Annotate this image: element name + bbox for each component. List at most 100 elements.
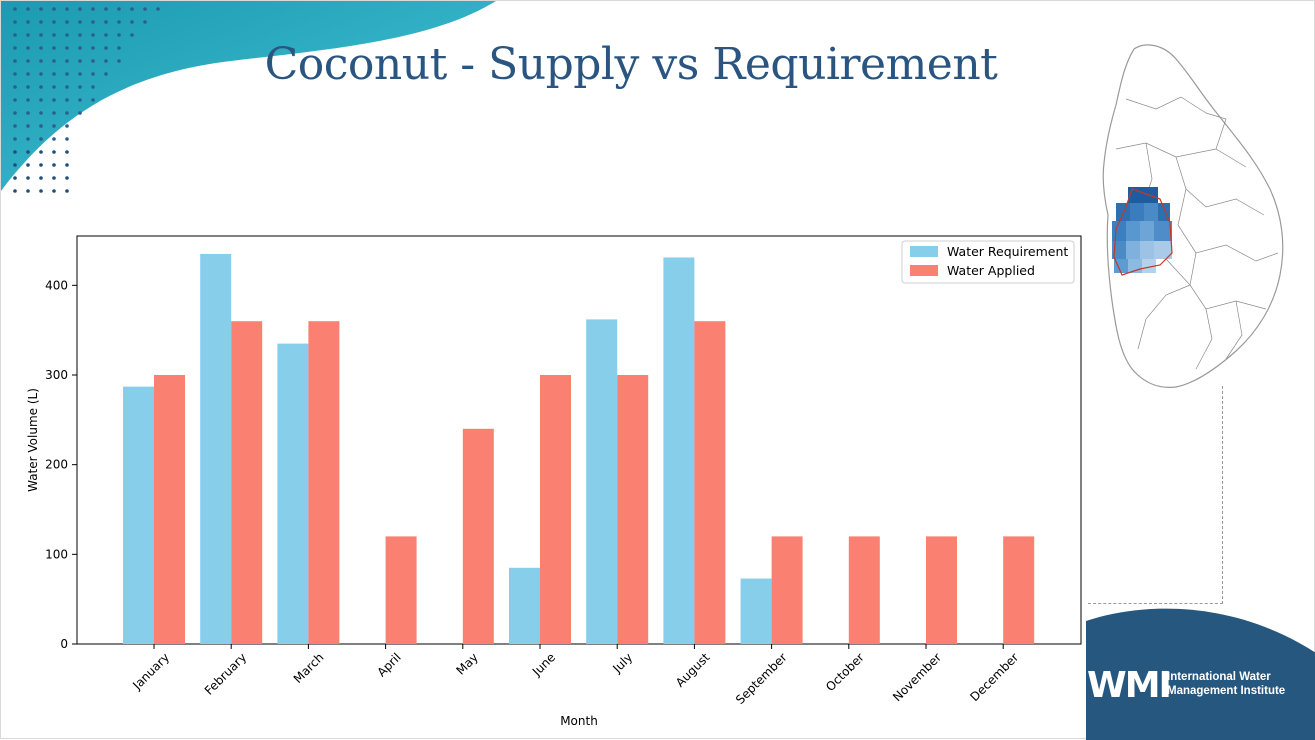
decor-dot <box>91 85 95 89</box>
legend-label-applied: Water Applied <box>947 263 1035 278</box>
decor-dot <box>52 176 56 180</box>
decor-dot <box>65 98 69 102</box>
legend-swatch-applied <box>910 265 938 276</box>
decor-dot <box>91 72 95 76</box>
bar-requirement-march <box>277 343 309 644</box>
y-tick-label: 200 <box>45 458 68 472</box>
decor-dot <box>26 176 30 180</box>
decor-dot <box>39 59 43 63</box>
x-tick-label: November <box>890 650 944 704</box>
decor-dot <box>78 20 82 24</box>
dot-pattern <box>13 7 160 193</box>
decor-dot <box>117 20 121 24</box>
decor-dot <box>91 33 95 37</box>
connector-lines <box>1088 386 1223 604</box>
decor-dot <box>52 150 56 154</box>
decor-dot <box>13 137 17 141</box>
legend-swatch-requirement <box>910 246 938 257</box>
decor-dot <box>104 33 108 37</box>
x-tick-label: October <box>823 650 867 694</box>
slide-title: Coconut - Supply vs Requirement <box>264 39 998 90</box>
decor-dot <box>52 33 56 37</box>
decor-dot <box>143 20 147 24</box>
decor-dot <box>26 7 30 11</box>
decor-dot <box>156 7 160 11</box>
decor-dot <box>78 72 82 76</box>
decor-dot <box>13 111 17 115</box>
decor-dot <box>26 137 30 141</box>
sri-lanka-map <box>1102 44 1284 388</box>
y-tick-label: 400 <box>45 278 68 292</box>
y-tick-label: 100 <box>45 547 68 561</box>
y-axis: 0 100 200 300 400 <box>45 278 77 651</box>
decor-dot <box>52 111 56 115</box>
decor-dot <box>13 46 17 50</box>
decor-dot <box>13 189 17 193</box>
decor-dot <box>65 163 69 167</box>
decor-dot <box>130 20 134 24</box>
decor-dot <box>39 33 43 37</box>
bar-applied-may <box>462 428 494 644</box>
decor-dot <box>78 33 82 37</box>
x-axis: January February March April May June July Augu… <box>129 644 1021 707</box>
decor-dot <box>26 124 30 128</box>
y-tick-label: 0 <box>60 637 68 651</box>
bar-applied-april <box>385 536 417 644</box>
district-heatmap <box>1112 187 1173 276</box>
decor-dot <box>104 59 108 63</box>
decor-dot <box>65 59 69 63</box>
decor-dot <box>78 59 82 63</box>
decor-dot <box>39 20 43 24</box>
bar-applied-june <box>540 374 571 644</box>
decor-dot <box>13 176 17 180</box>
decor-dot <box>13 59 17 63</box>
bar-requirement-january <box>123 386 154 644</box>
decor-dot <box>65 85 69 89</box>
decor-dot <box>104 46 108 50</box>
decor-dot <box>104 72 108 76</box>
x-tick-label: June <box>529 650 558 679</box>
decor-dot <box>13 33 17 37</box>
decor-dot <box>26 46 30 50</box>
decor-dot <box>39 85 43 89</box>
bar-requirement-september <box>740 578 772 644</box>
decor-dot <box>91 59 95 63</box>
decor-dot <box>104 20 108 24</box>
x-tick-label: May <box>453 650 480 677</box>
bar-requirement-february <box>200 253 232 644</box>
decor-dot <box>26 150 30 154</box>
decor-dot <box>52 59 56 63</box>
decor-dot <box>91 98 95 102</box>
decor-dot <box>26 20 30 24</box>
decor-dot <box>78 98 82 102</box>
decor-dot <box>13 150 17 154</box>
x-tick-label: March <box>291 650 327 686</box>
x-axis-label: Month <box>560 714 598 728</box>
decor-dot <box>39 189 43 193</box>
decor-dot <box>13 20 17 24</box>
decor-dot <box>39 46 43 50</box>
decor-dot <box>13 85 17 89</box>
decor-dot <box>65 7 69 11</box>
bar-applied-march <box>308 321 340 644</box>
x-tick-label: December <box>967 650 1021 704</box>
decor-dot <box>13 98 17 102</box>
bar-applied-august <box>694 321 726 644</box>
decor-dot <box>78 7 82 11</box>
decor-dot <box>13 163 17 167</box>
decor-dot <box>39 137 43 141</box>
x-tick-label: January <box>129 650 172 693</box>
decor-dot <box>26 59 30 63</box>
decor-dot <box>117 46 121 50</box>
decor-dot <box>52 124 56 128</box>
decor-dot <box>52 7 56 11</box>
decor-dot <box>26 163 30 167</box>
bar-applied-november <box>926 536 957 644</box>
decor-dot <box>39 7 43 11</box>
decor-dot <box>52 85 56 89</box>
decor-dot <box>130 33 134 37</box>
decor-dot <box>65 46 69 50</box>
decor-dot <box>78 46 82 50</box>
decor-dot <box>65 176 69 180</box>
